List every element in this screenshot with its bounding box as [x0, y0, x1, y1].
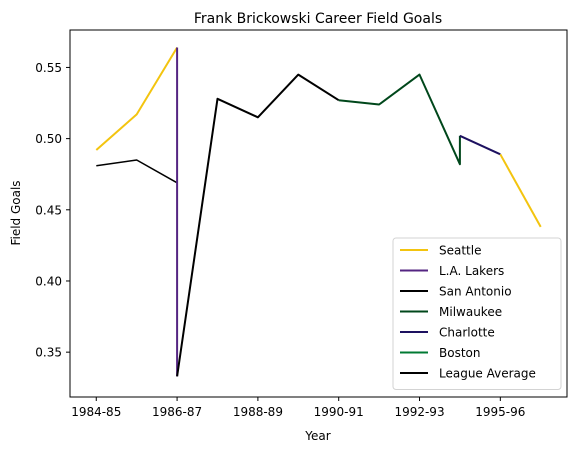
legend-label-l-a-lakers: L.A. Lakers: [439, 264, 504, 278]
x-axis: 1984-85 1986-87 1988-89 1990-91 1992-93 1995-…: [71, 397, 525, 419]
legend-label-charlotte: Charlotte: [439, 326, 495, 340]
x-tick-label: 1992-93: [394, 405, 444, 419]
series-line-charlotte: [459, 134, 501, 156]
series-line-league-average: [96, 159, 178, 184]
y-tick-label: 0.50: [35, 132, 62, 146]
x-tick-label: 1984-85: [71, 405, 121, 419]
x-tick-label: 1988-89: [233, 405, 283, 419]
legend-label-boston: Boston: [439, 346, 480, 360]
series-line-san-antonio: [176, 73, 340, 377]
series-line-seattle: [95, 46, 178, 151]
y-tick-label: 0.55: [35, 61, 62, 75]
plot-area: [95, 46, 542, 377]
legend-label-seattle: Seattle: [439, 244, 481, 258]
y-tick-label: 0.40: [35, 274, 62, 288]
legend: Seattle L.A. Lakers San Antonio Milwaukee Ch…: [392, 237, 562, 390]
y-axis-label: Field Goals: [9, 180, 23, 245]
series-line-milwaukee: [338, 73, 461, 166]
chart-title: Frank Brickowski Career Field Goals: [194, 11, 442, 27]
y-tick-label: 0.45: [35, 203, 62, 217]
x-tick-label: 1995-96: [475, 405, 525, 419]
x-axis-label: Year: [304, 429, 330, 443]
y-axis: 0.35 0.40 0.45 0.50 0.55: [35, 61, 70, 360]
legend-box: [392, 237, 562, 390]
plot-frame: [69, 29, 568, 398]
x-tick-label: 1986-87: [152, 405, 202, 419]
legend-label-san-antonio: San Antonio: [439, 285, 512, 299]
x-tick-label: 1990-91: [314, 405, 364, 419]
legend-label-league-average: League Average: [439, 367, 536, 381]
y-tick-label: 0.35: [35, 346, 62, 360]
legend-label-milwaukee: Milwaukee: [439, 305, 502, 319]
series-line-seattle-return: [499, 153, 542, 228]
